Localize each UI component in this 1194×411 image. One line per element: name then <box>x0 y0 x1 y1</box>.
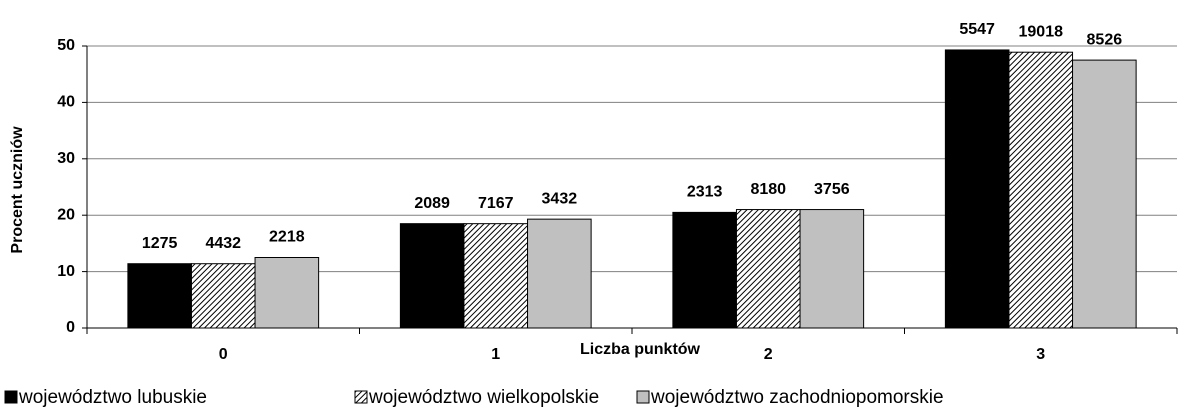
y-tick-label: 10 <box>57 263 75 280</box>
legend-label: województwo zachodniopomorskie <box>650 387 944 408</box>
y-tick-label: 40 <box>57 94 75 111</box>
data-label: 2313 <box>687 184 723 201</box>
y-tick-label: 0 <box>66 319 75 336</box>
x-tick-label: 2 <box>764 346 773 363</box>
bar <box>463 223 529 329</box>
data-label: 2218 <box>269 229 305 246</box>
legend-swatch <box>354 390 368 404</box>
y-axis-label: Procent uczniów <box>9 126 26 254</box>
y-tick-label: 20 <box>57 206 75 223</box>
data-label: 19018 <box>1019 23 1064 40</box>
bar <box>1008 51 1074 329</box>
bar <box>527 218 592 329</box>
x-tick-label: 0 <box>219 346 228 363</box>
data-label: 4432 <box>205 235 241 252</box>
y-tick-label: 30 <box>57 150 75 167</box>
data-label: 7167 <box>478 195 514 212</box>
bar <box>799 209 865 329</box>
x-tick-label: 1 <box>491 346 500 363</box>
bar <box>735 209 801 329</box>
legend-swatch <box>4 390 18 404</box>
bar <box>190 263 256 329</box>
data-label: 3756 <box>814 181 850 198</box>
x-tick-label: 3 <box>1036 346 1045 363</box>
data-label: 8526 <box>1087 31 1123 48</box>
legend-swatch <box>636 390 650 404</box>
bar <box>1072 59 1137 329</box>
data-label: 1275 <box>142 235 178 252</box>
legend-label: województwo lubuskie <box>18 387 207 408</box>
data-label: 5547 <box>959 21 995 38</box>
legend-label: województwo wielkopolskie <box>368 387 599 408</box>
data-label: 3432 <box>542 190 578 207</box>
data-label: 8180 <box>750 181 786 198</box>
y-tick-label: 50 <box>57 37 75 54</box>
bar <box>127 263 192 329</box>
bar <box>399 223 465 329</box>
x-axis-label: Liczba punktów <box>580 341 701 358</box>
data-label: 2089 <box>414 195 450 212</box>
bar <box>254 257 320 329</box>
bar <box>944 49 1010 329</box>
bar <box>672 211 737 329</box>
